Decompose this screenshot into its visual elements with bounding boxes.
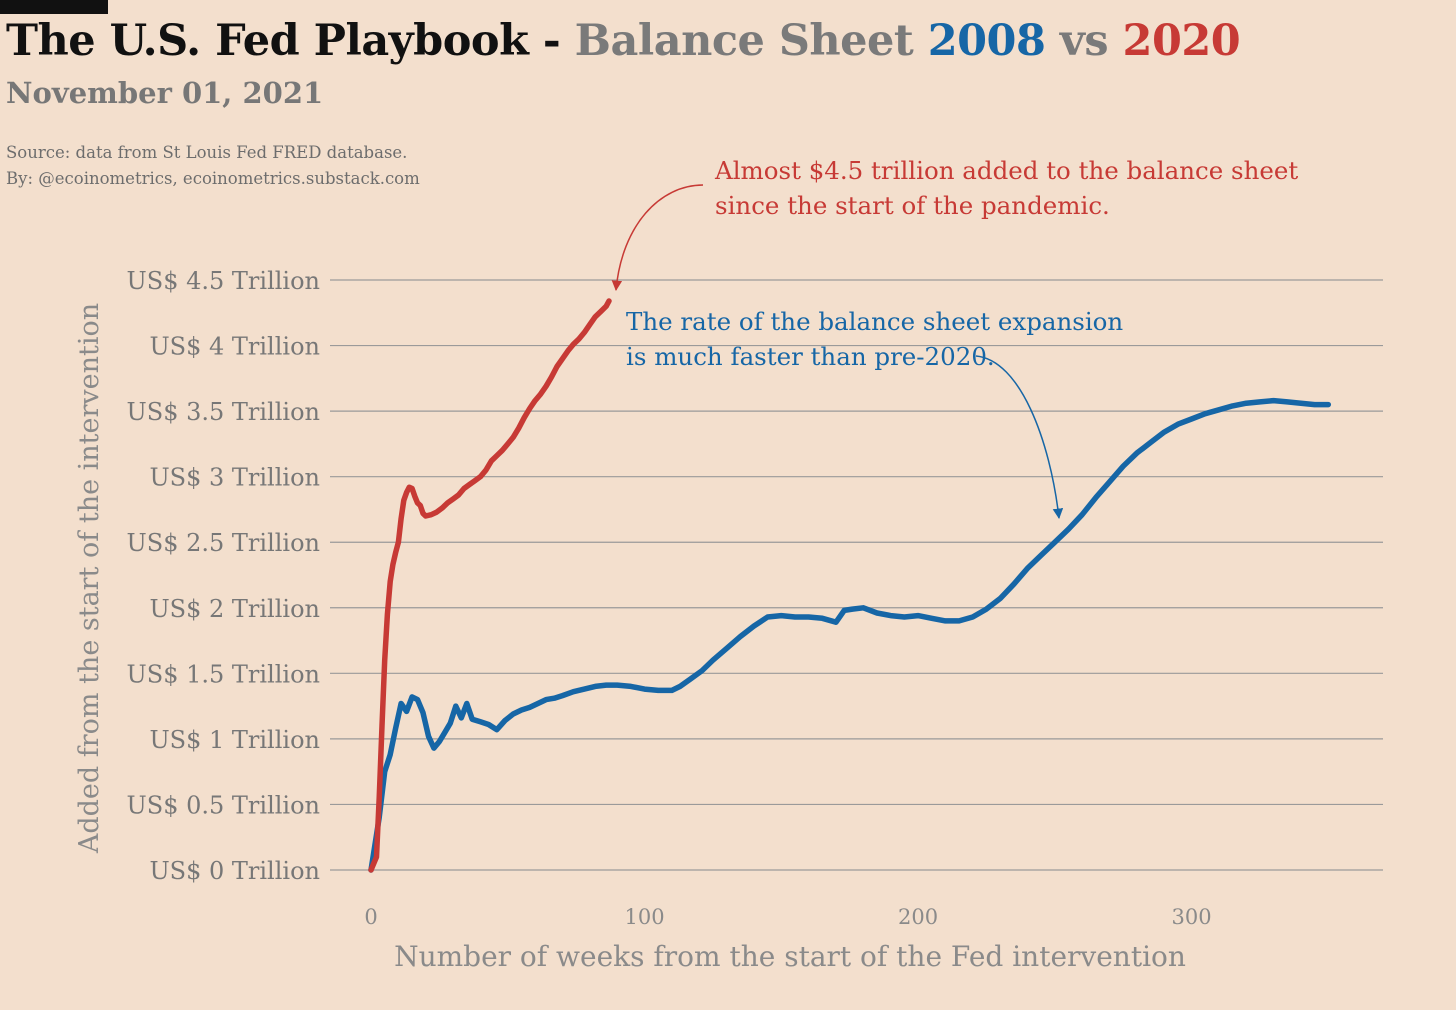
annotation-pandemic-line2: since the start of the pandemic.: [715, 191, 1110, 220]
y-tick-label: US$ 2 Trillion: [149, 595, 320, 623]
annotation-expansion-line2: is much faster than pre-2020.: [626, 342, 995, 371]
series-2008-line: [368, 397, 1332, 873]
y-axis-label: Added from the start of the intervention: [74, 303, 105, 854]
series-2020-line: [368, 298, 612, 873]
x-tick-label: 200: [898, 905, 938, 929]
chart-date: November 01, 2021: [6, 76, 324, 110]
y-tick-label: US$ 3 Trillion: [149, 464, 320, 492]
x-tick-label: 100: [624, 905, 664, 929]
title-part-playbook: The U.S. Fed Playbook -: [6, 16, 575, 66]
x-tick-label: 300: [1171, 905, 1211, 929]
title-part-2020: 2020: [1122, 16, 1241, 66]
annotation-pandemic: Almost $4.5 trillion added to the balanc…: [715, 153, 1298, 223]
source-line: Source: data from St Louis Fed FRED data…: [6, 143, 408, 162]
series-lines: [368, 298, 1332, 873]
red-annotation-arrow: [611, 184, 704, 292]
grid-lines: [330, 279, 1383, 871]
y-tick-label: US$ 2.5 Trillion: [127, 529, 320, 557]
source-block: Source: data from St Louis Fed FRED data…: [6, 140, 420, 192]
x-tick-label: 0: [364, 905, 377, 929]
y-tick-label: US$ 3.5 Trillion: [127, 398, 320, 426]
chart-title: The U.S. Fed Playbook - Balance Sheet 20…: [6, 16, 1241, 66]
author-line: By: @ecoinometrics, ecoinometrics.substa…: [6, 169, 420, 188]
title-part-vs: vs: [1045, 16, 1123, 66]
x-axis-label: Number of weeks from the start of the Fe…: [394, 940, 1186, 973]
annotation-expansion-rate: The rate of the balance sheet expansion …: [626, 304, 1123, 374]
blue-annotation-arrow: [975, 355, 1064, 520]
title-part-2008: 2008: [927, 16, 1046, 66]
y-tick-label: US$ 1.5 Trillion: [127, 660, 320, 688]
annotation-expansion-line1: The rate of the balance sheet expansion: [626, 307, 1124, 336]
y-tick-label: US$ 1 Trillion: [149, 726, 320, 754]
corner-bar: [0, 0, 108, 14]
y-tick-label: US$ 4.5 Trillion: [127, 267, 320, 295]
annotation-pandemic-line1: Almost $4.5 trillion added to the balanc…: [715, 156, 1299, 185]
y-tick-label: US$ 0.5 Trillion: [127, 791, 320, 819]
title-part-balance-sheet: Balance Sheet: [574, 16, 928, 66]
y-axis-ticks: US$ 0 Trillion US$ 0.5 Trillion US$ 1 Tril…: [127, 267, 320, 885]
y-tick-label: US$ 0 Trillion: [149, 857, 320, 885]
y-tick-label: US$ 4 Trillion: [149, 333, 320, 361]
x-axis-ticks: 0 100 200 300: [364, 905, 1211, 929]
